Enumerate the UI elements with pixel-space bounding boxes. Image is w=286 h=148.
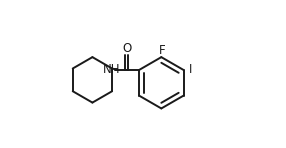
Text: NH: NH (103, 63, 121, 77)
Text: O: O (122, 42, 131, 55)
Text: F: F (159, 44, 165, 57)
Text: I: I (188, 63, 192, 77)
